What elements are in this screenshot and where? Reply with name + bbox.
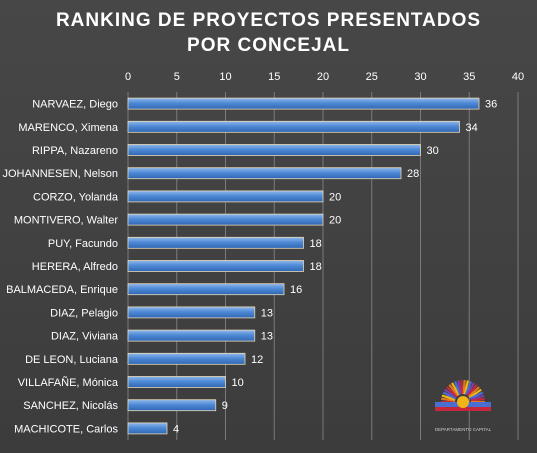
bar xyxy=(127,236,304,249)
data-label: 20 xyxy=(329,215,341,227)
category-label: BALMACEDA, Enrique xyxy=(6,284,118,296)
sun-ray xyxy=(460,379,464,395)
data-label: 9 xyxy=(222,400,228,412)
logo-caption: DEPARTAMENTO CAPITAL xyxy=(435,427,492,432)
bar xyxy=(127,422,168,435)
bar xyxy=(127,306,256,319)
sun-ray xyxy=(463,380,469,395)
category-label: VILLAFAÑE, Mónica xyxy=(18,376,119,389)
sun-ray xyxy=(457,380,463,395)
chart-title: RANKING DE PROYECTOS PRESENTADOS xyxy=(55,10,482,31)
x-tick-label: 30 xyxy=(414,71,426,83)
sun-ray xyxy=(464,381,473,395)
category-label: PUY, Facundo xyxy=(48,238,118,250)
category-label: DE LEON, Luciana xyxy=(25,354,119,366)
x-tick-label: 35 xyxy=(463,71,475,83)
x-tick-label: 0 xyxy=(125,71,131,83)
category-label: MONTIVERO, Walter xyxy=(14,215,118,227)
x-tick-label: 20 xyxy=(317,71,329,83)
sun-ray xyxy=(442,391,457,400)
bar xyxy=(127,260,304,272)
bar xyxy=(127,399,217,412)
data-label: 10 xyxy=(232,377,244,389)
sun-ray xyxy=(468,388,482,399)
y-axis: NARVAEZ, Diego MARENCO, Ximena RIPPA, Naza… xyxy=(2,99,118,436)
bar xyxy=(127,329,256,342)
bar xyxy=(127,376,226,388)
sun-ray xyxy=(470,394,485,401)
x-tick-label: 10 xyxy=(219,71,231,83)
bar xyxy=(127,352,246,365)
category-label: HERERA, Alfredo xyxy=(32,261,118,273)
category-label: JOHANNESEN, Nelson xyxy=(2,168,118,180)
data-label: 34 xyxy=(466,122,478,134)
data-label: 18 xyxy=(310,261,322,273)
category-label: MACHICOTE, Carlos xyxy=(14,423,118,435)
sun-ray xyxy=(441,394,456,401)
data-label: 13 xyxy=(261,307,273,319)
sun-ray xyxy=(444,388,458,399)
sun-ray xyxy=(467,384,478,397)
sun-ray xyxy=(462,379,466,395)
data-label: 20 xyxy=(329,191,341,203)
x-axis: 0 5 10 15 20 25 30 35 40 xyxy=(125,71,524,83)
data-label: 36 xyxy=(485,99,497,111)
sun-ray xyxy=(451,382,460,396)
x-tick-label: 15 xyxy=(268,71,280,83)
x-tick-label: 40 xyxy=(512,71,524,83)
chart-subtitle: POR CONCEJAL xyxy=(187,35,350,56)
sun-ray xyxy=(469,391,484,400)
sun-ray xyxy=(470,397,485,402)
data-label: 13 xyxy=(261,331,273,343)
sun-ray xyxy=(446,386,458,398)
bar xyxy=(127,283,285,296)
bar xyxy=(127,97,480,110)
sun-ray xyxy=(468,386,480,398)
bars xyxy=(127,97,480,435)
category-label: SANCHEZ, Nicolás xyxy=(23,400,118,412)
category-label: RIPPA, Nazareno xyxy=(32,145,118,157)
data-label: 28 xyxy=(407,168,419,180)
x-tick-label: 5 xyxy=(174,71,180,83)
bar xyxy=(127,120,460,133)
category-label: DIAZ, Viviana xyxy=(51,331,119,343)
x-tick-label: 25 xyxy=(366,71,378,83)
bar xyxy=(127,213,324,226)
data-label: 16 xyxy=(290,284,302,296)
sun-ray xyxy=(441,397,456,402)
category-label: MARENCO, Ximena xyxy=(18,122,119,134)
category-label: DIAZ, Pelagio xyxy=(50,307,118,319)
sun-ray xyxy=(466,382,475,396)
data-label: 12 xyxy=(251,354,263,366)
data-label: 18 xyxy=(310,238,322,250)
category-label: CORZO, Yolanda xyxy=(33,191,119,203)
category-label: NARVAEZ, Diego xyxy=(32,99,118,111)
bar xyxy=(127,144,421,156)
bar xyxy=(127,167,402,180)
bar xyxy=(127,190,324,203)
sun-ray xyxy=(448,384,459,397)
sun-ray xyxy=(453,381,462,395)
logo: DEPARTAMENTO CAPITAL xyxy=(435,379,492,432)
data-label: 30 xyxy=(427,145,439,157)
data-labels: 36 34 30 28 20 20 18 18 16 13 13 12 10 9 4 xyxy=(173,99,497,436)
data-label: 4 xyxy=(173,423,179,435)
